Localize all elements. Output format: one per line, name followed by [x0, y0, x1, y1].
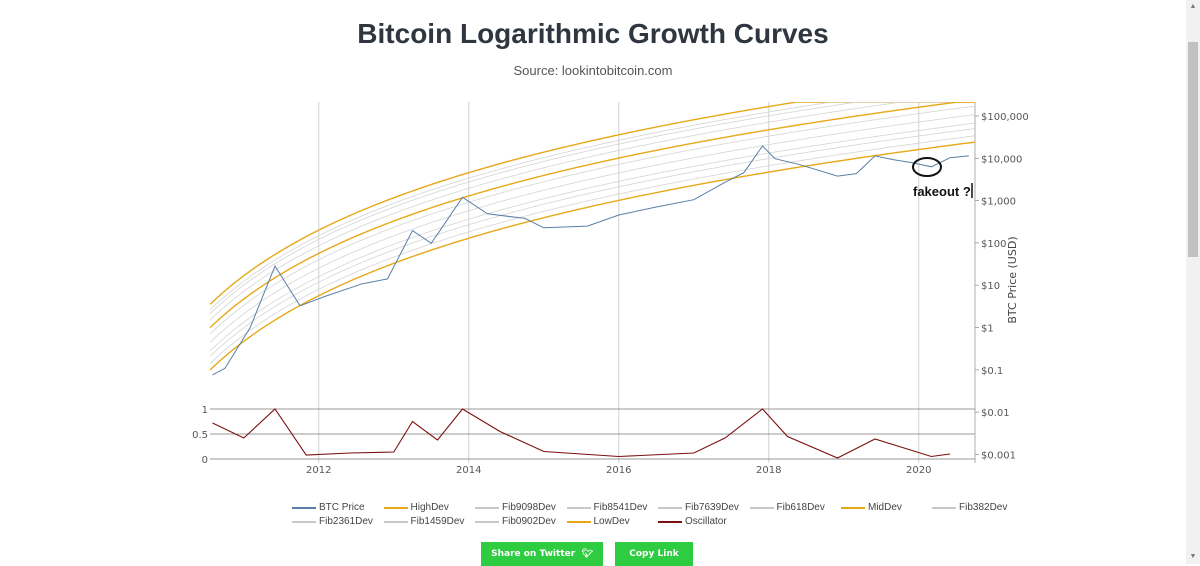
legend-label: HighDev [410, 502, 449, 513]
legend-swatch [749, 507, 774, 509]
page-scrollbar[interactable]: ▲ ▼ [1186, 0, 1200, 564]
band-fib1459dev [210, 128, 975, 357]
scroll-thumb[interactable] [1188, 42, 1198, 257]
legend-swatch [292, 507, 316, 509]
legend-swatch [658, 507, 682, 509]
legend-swatch [383, 521, 408, 523]
legend-swatch [566, 521, 591, 523]
legend-swatch [566, 507, 591, 509]
band-highdev [210, 102, 975, 305]
legend-label: Fib618Dev [776, 502, 825, 513]
btc-price-line [212, 145, 969, 376]
legend-swatch [383, 507, 408, 509]
band-lowdev [210, 141, 975, 371]
share-twitter-label: Share on Twitter [491, 549, 576, 559]
legend-swatch [841, 507, 865, 509]
x-tick-label: 2020 [906, 465, 931, 476]
band-fib7639dev [210, 102, 975, 321]
band-middev [210, 102, 975, 329]
band-fib618dev [210, 105, 975, 335]
scroll-up-arrow-icon[interactable]: ▲ [1189, 3, 1197, 10]
oscillator-tick-label: 1 [202, 405, 208, 416]
legend-label: BTC Price [319, 502, 365, 513]
legend-label: LowDev [593, 516, 630, 527]
legend-label: Fib7639Dev [685, 502, 739, 513]
y-tick-label: $0.001 [981, 450, 1016, 461]
band-fib0902dev [210, 135, 975, 364]
legend-label: Fib1459Dev [410, 516, 465, 527]
oscillator-tick-label: 0.5 [192, 430, 208, 441]
x-tick-label: 2012 [306, 465, 331, 476]
annotation-label: fakeout ? [913, 184, 971, 199]
x-tick-label: 2016 [606, 465, 631, 476]
y-tick-label: $1,000 [981, 197, 1016, 208]
band-fib2361dev [210, 122, 975, 352]
legend-label: Fib382Dev [959, 502, 1008, 513]
page-title: Bitcoin Logarithmic Growth Curves [357, 18, 829, 49]
oscillator-tick-label: 0 [202, 455, 208, 466]
y-tick-label: $10 [981, 281, 1000, 292]
scroll-down-arrow-icon[interactable]: ▼ [1189, 553, 1197, 560]
growth-curves-chart[interactable]: 2012 2014 2016 2018 2020 $100,000 $10,000 $1,00… [0, 0, 1186, 500]
legend-swatch [475, 521, 499, 523]
legend-label: Fib8541Dev [593, 502, 648, 513]
legend-swatch [932, 507, 956, 509]
legend-swatch [292, 521, 316, 523]
y-tick-label: $0.01 [981, 408, 1010, 419]
twitter-icon: 🐦︎ [578, 549, 593, 559]
y-axis-title: BTC Price (USD) [1006, 236, 1019, 323]
annotation-circle [912, 157, 942, 177]
oscillator-line [212, 408, 951, 459]
legend-label: Fib2361Dev [319, 516, 373, 527]
share-twitter-button[interactable]: Share on Twitter 🐦︎ [481, 542, 603, 566]
y-tick-label: $10,000 [981, 154, 1022, 165]
y-tick-label: $1 [981, 324, 994, 335]
x-tick-label: 2018 [756, 465, 781, 476]
legend-label: Fib0902Dev [502, 516, 556, 527]
band-fib382dev [210, 114, 975, 343]
copy-link-button[interactable]: Copy Link [615, 542, 693, 566]
band-fib9098dev [210, 102, 975, 311]
y-tick-label: $0.1 [981, 366, 1003, 377]
y-tick-label: $100,000 [981, 112, 1029, 123]
legend-swatch [658, 521, 682, 523]
band-fib8541dev [210, 102, 975, 315]
x-tick-label: 2014 [456, 465, 481, 476]
legend-label: Fib9098Dev [502, 502, 556, 513]
legend-swatch [475, 507, 499, 509]
legend-label: Oscillator [685, 516, 727, 527]
y-tick-label: $100 [981, 239, 1006, 250]
legend-label: MidDev [868, 502, 902, 513]
page-subtitle: Source: lookintobitcoin.com [513, 63, 673, 78]
